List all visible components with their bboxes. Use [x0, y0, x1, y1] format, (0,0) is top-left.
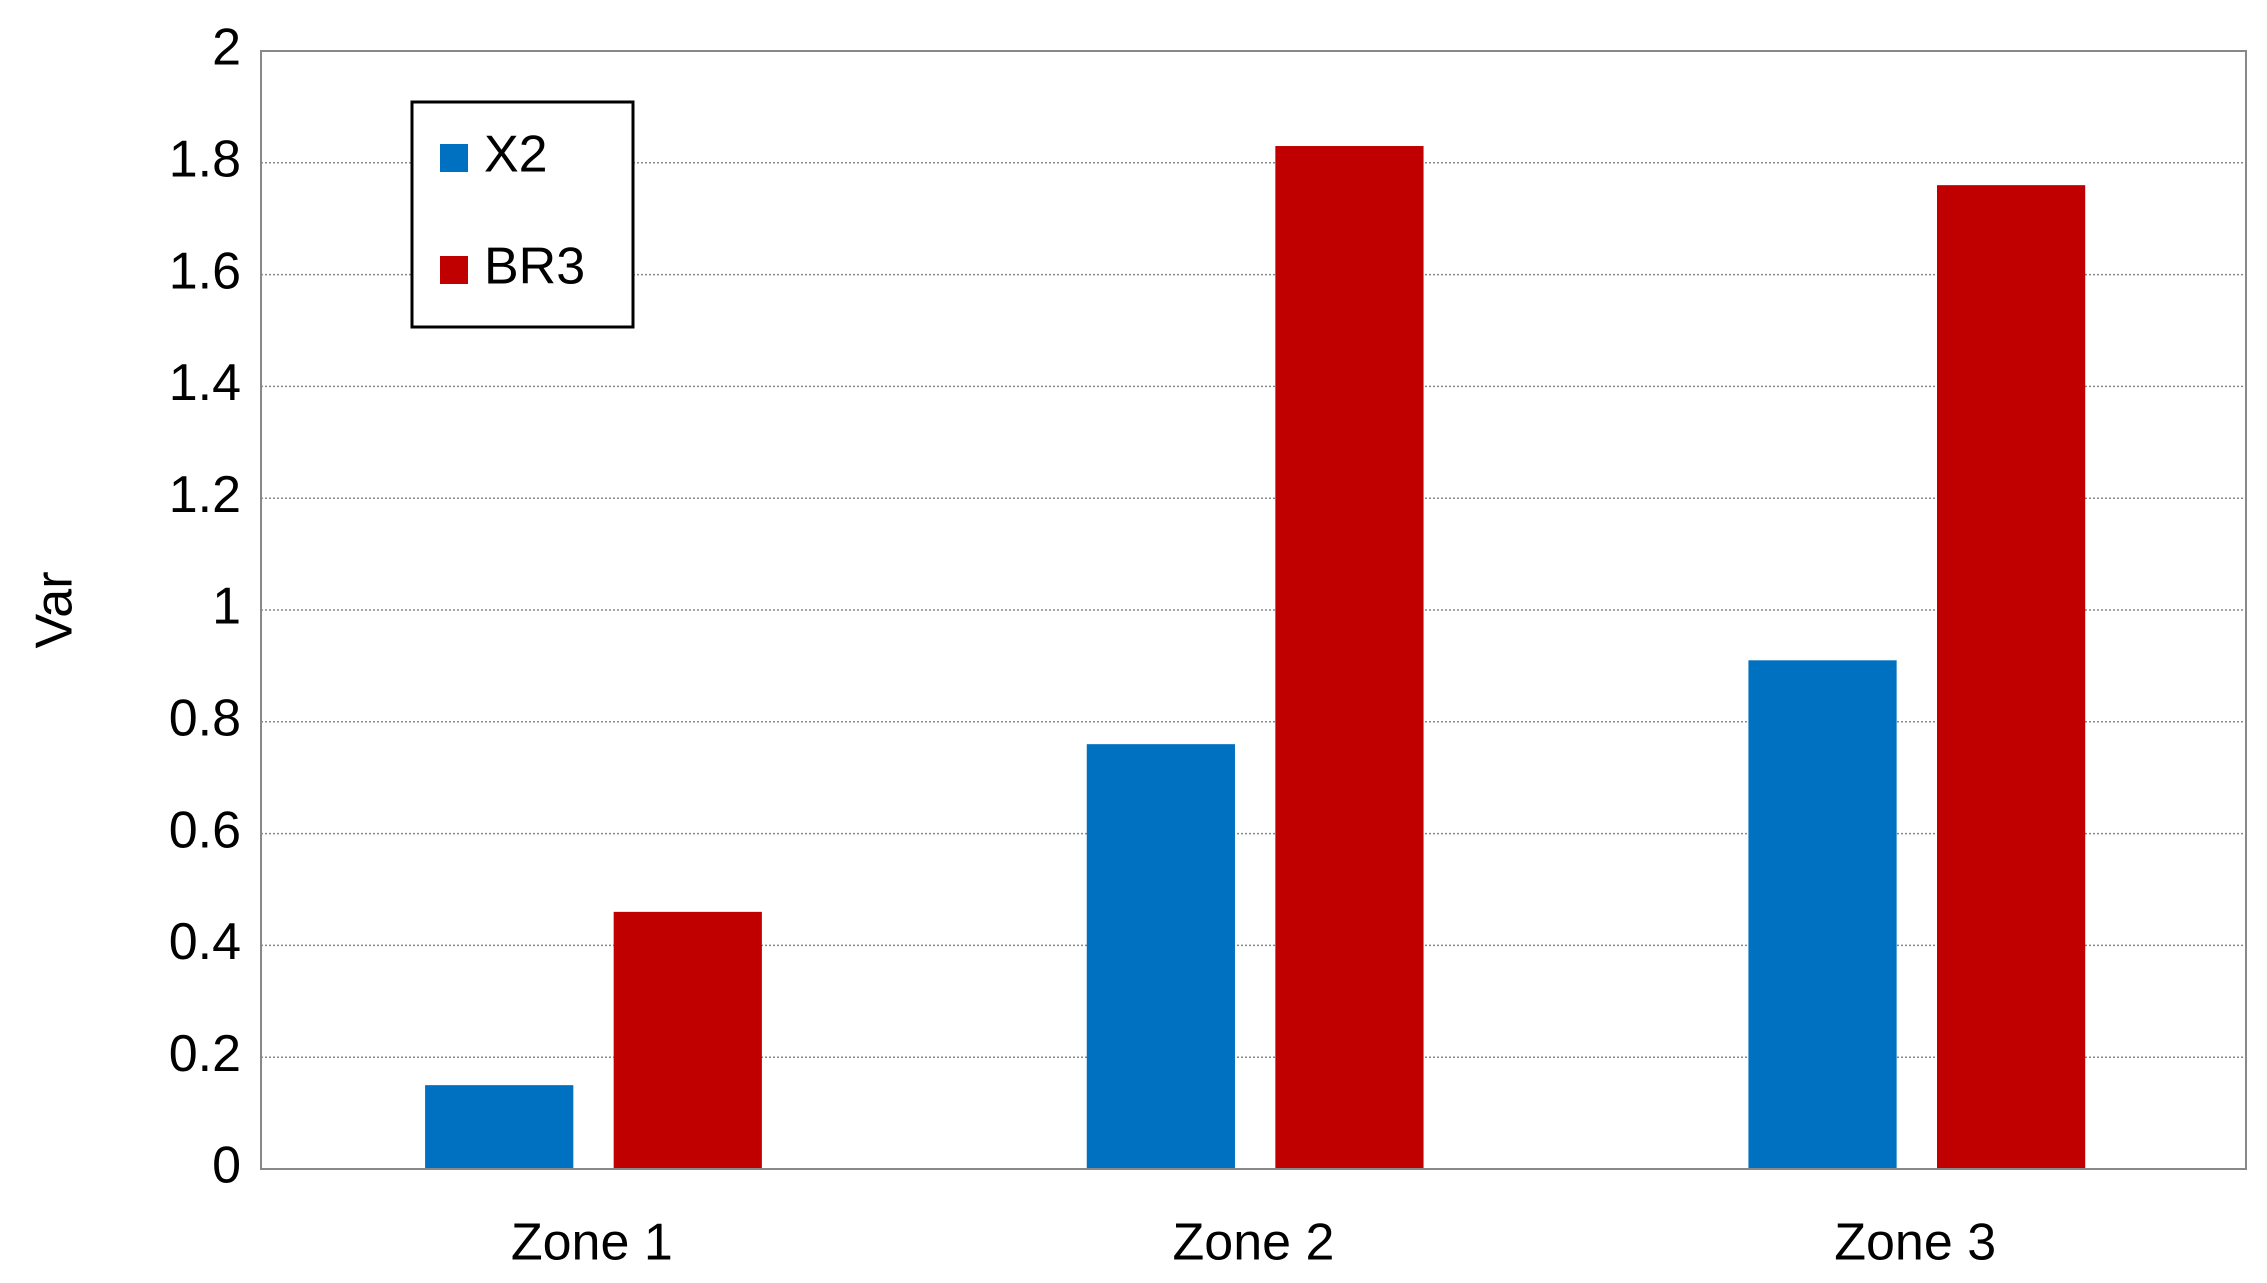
y-tick-label: 1.8: [169, 131, 241, 189]
legend-swatch: [440, 144, 468, 172]
x-tick-label: Zone 2: [1173, 1214, 1335, 1272]
legend-swatch: [440, 256, 468, 284]
bar: [1748, 660, 1897, 1169]
legend-label: BR3: [484, 238, 585, 296]
bar: [1275, 146, 1424, 1169]
y-tick-label: 0: [212, 1137, 241, 1195]
y-tick-label: 1: [212, 578, 241, 636]
y-tick-label: 1.2: [169, 466, 241, 524]
y-tick-label: 1.6: [169, 242, 241, 300]
legend-box: [410, 100, 635, 329]
bar: [613, 911, 762, 1169]
x-tick-label: Zone 1: [511, 1214, 673, 1272]
y-tick-label: 0.2: [169, 1025, 241, 1083]
y-tick-label: 0.6: [169, 801, 241, 859]
x-tick-label: Zone 3: [1834, 1214, 1996, 1272]
y-tick-label: 0.8: [169, 690, 241, 748]
y-tick-label: 1.4: [169, 354, 241, 412]
y-tick-label: 2: [212, 19, 241, 77]
bar: [1937, 185, 2086, 1169]
bar: [425, 1085, 574, 1169]
legend-label: X2: [484, 126, 548, 184]
y-axis-label: Var: [26, 571, 84, 648]
bar: [1086, 744, 1235, 1169]
y-tick-label: 0.4: [169, 913, 241, 971]
